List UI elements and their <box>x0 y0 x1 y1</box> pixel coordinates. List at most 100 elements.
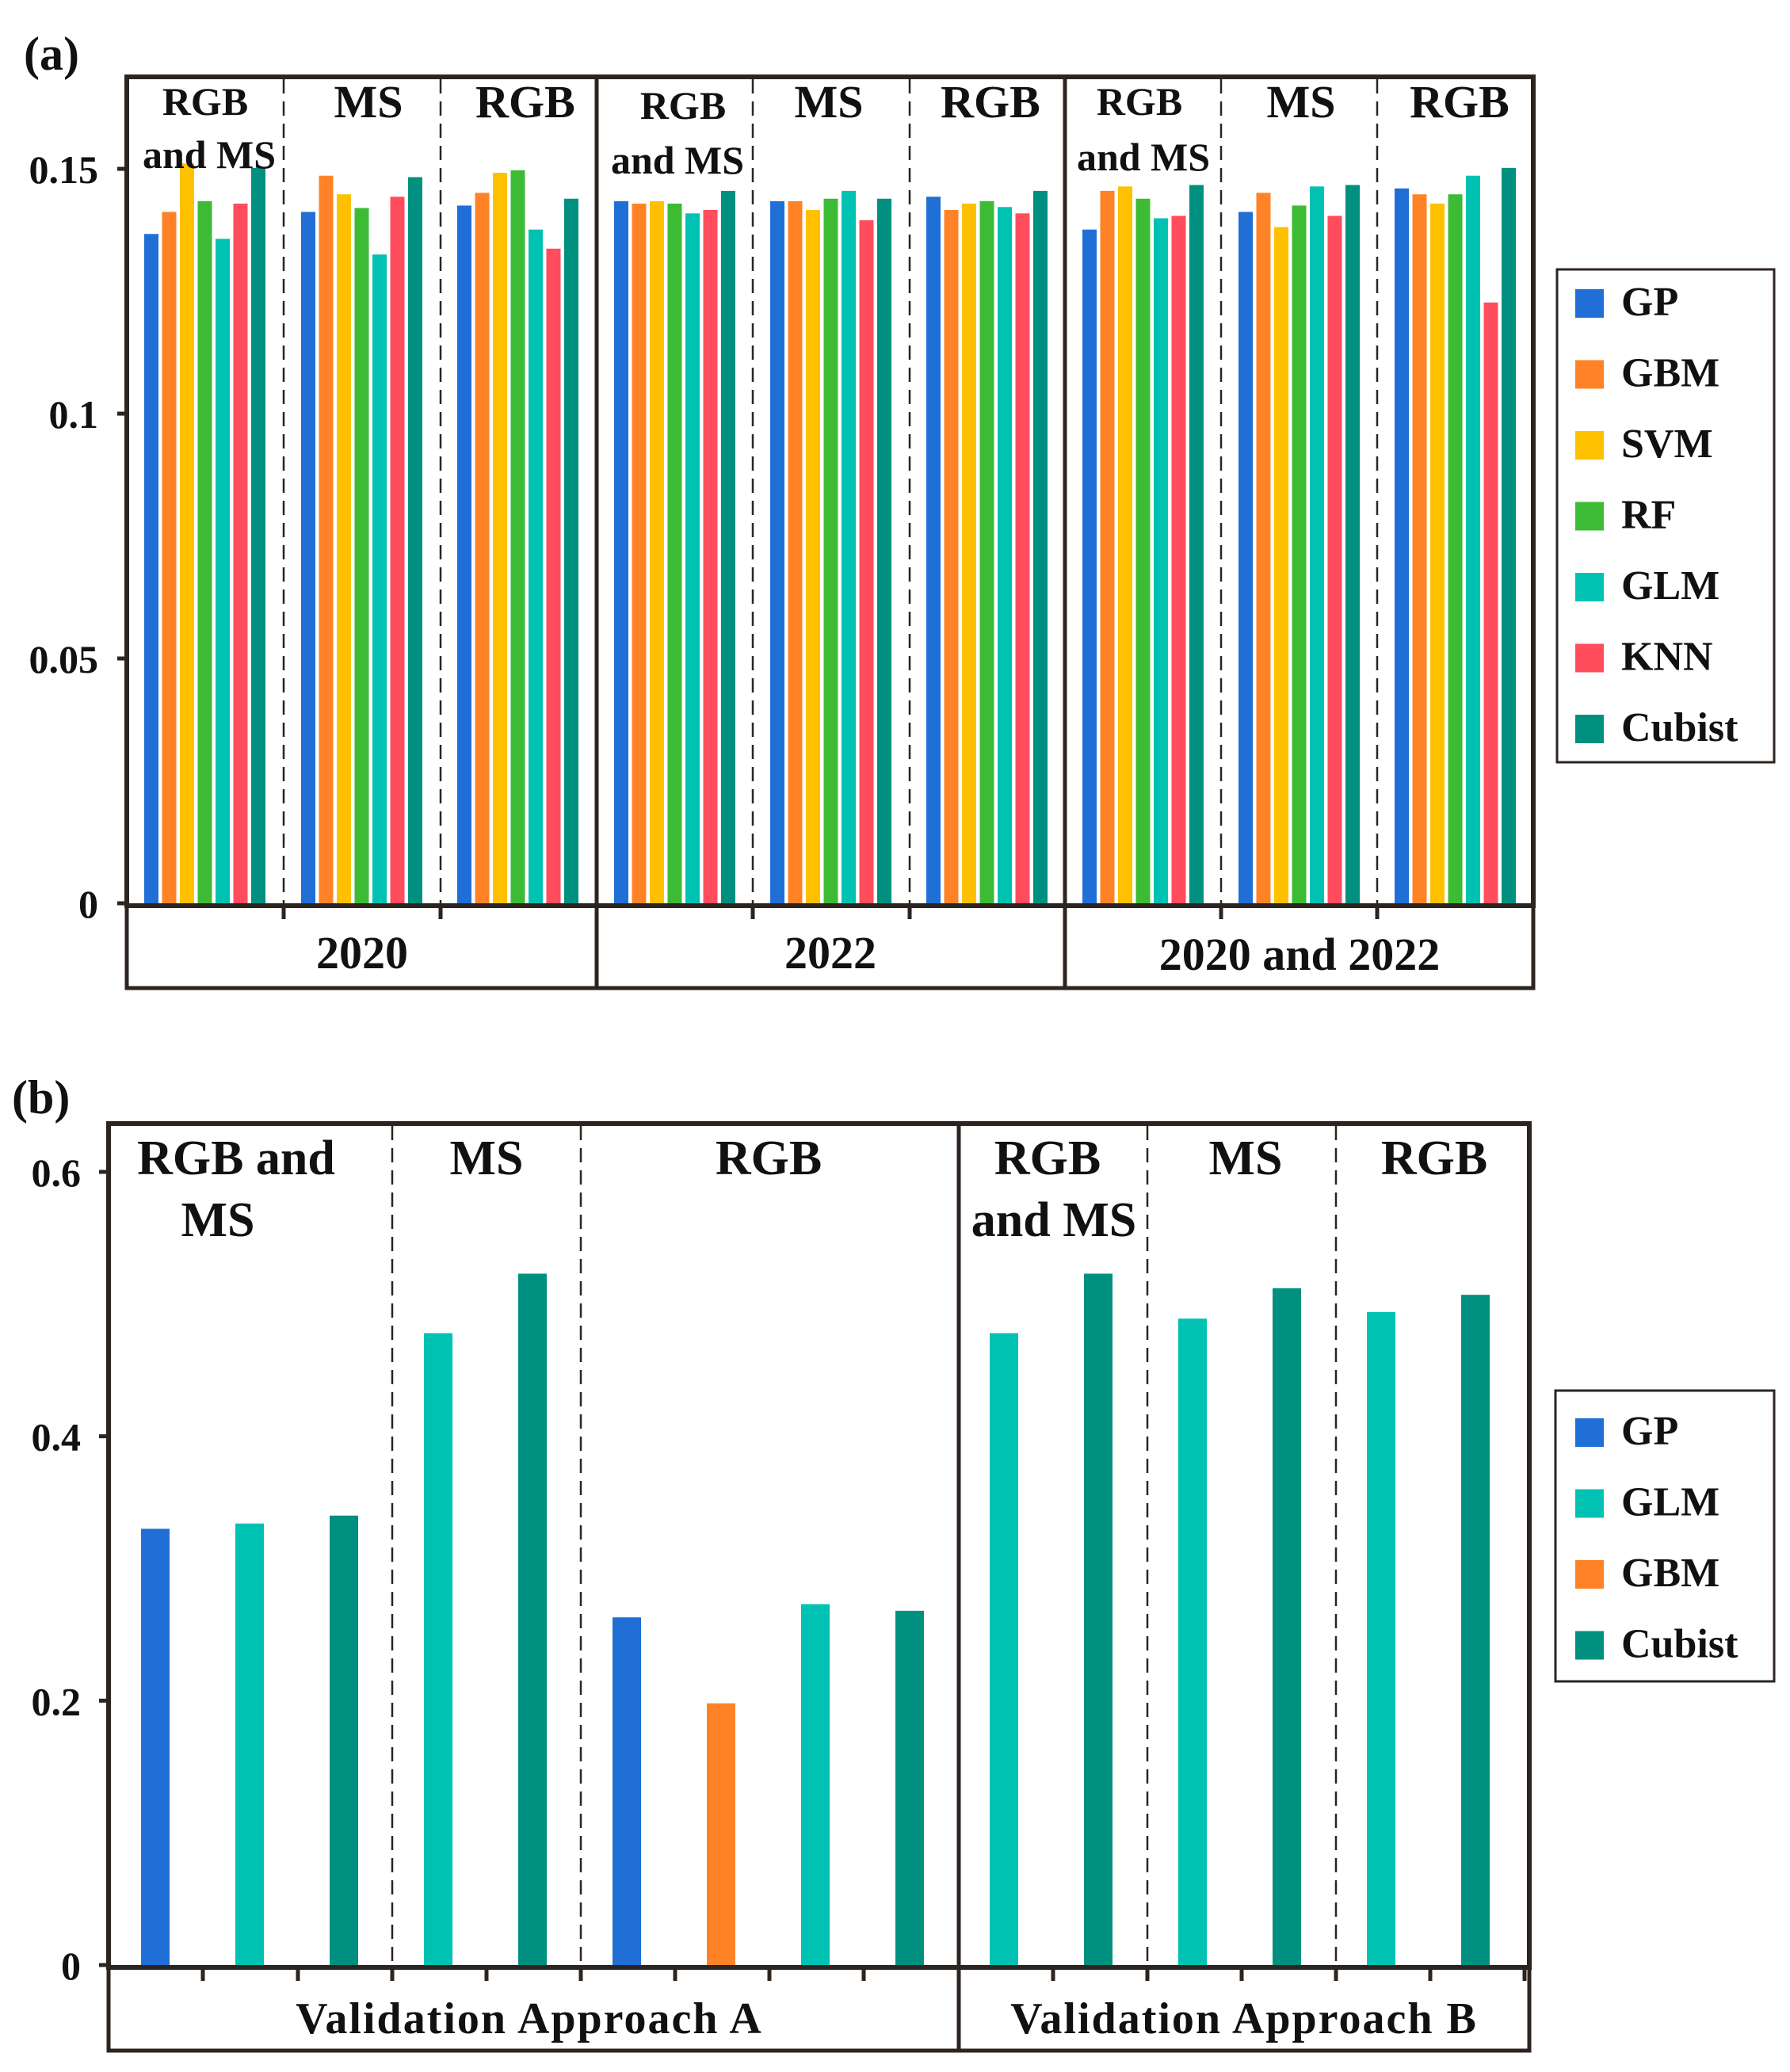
approach-label-a: Validation Approach A <box>296 1994 763 2043</box>
legend-label-cubist: Cubist <box>1621 1622 1738 1667</box>
legend-swatch-knn <box>1575 643 1604 673</box>
panel-b: (b) 0 0.2 0.4 0.6 RGB and MS MS RGB RGB and M… <box>12 1071 1776 2053</box>
bar-gbm <box>162 212 177 903</box>
bar-gp <box>770 200 784 903</box>
bar-knn <box>1327 216 1342 904</box>
bar-glm <box>1310 186 1324 903</box>
panel-a-legend: GP GBM SVM RF GLM KNN Cubist <box>1555 268 1776 764</box>
bar-knn <box>859 219 874 904</box>
panel-b-label: (b) <box>12 1071 70 1124</box>
bar-gp <box>1395 188 1409 904</box>
legend-swatch-cubist <box>1575 1631 1604 1660</box>
bar-svm <box>1430 203 1445 903</box>
bar-cubist <box>1345 185 1360 903</box>
y-tick-label: 0.2 <box>32 1679 82 1723</box>
panel-b-group-dividers <box>391 1126 1338 1965</box>
sensor-label-ms: MS <box>795 76 864 128</box>
legend-swatch-cubist <box>1575 715 1604 743</box>
legend-label-gp: GP <box>1621 280 1678 325</box>
bar-knn <box>390 197 405 904</box>
sensor-label-rgb: RGB <box>716 1131 822 1185</box>
year-box-2020-and-2022 <box>1063 903 1536 990</box>
sensor-label-rgb-and-ms: RGB and MS <box>611 83 744 182</box>
sensor-label-ms: MS <box>1267 76 1336 128</box>
bar-rf <box>979 200 994 903</box>
y-tick-label: 0.05 <box>29 637 99 681</box>
bar-glm <box>235 1523 264 1965</box>
bar-gp <box>144 234 158 903</box>
panel-b-legend: GP GLM GBM Cubist <box>1554 1389 1776 1683</box>
bar-svm <box>493 173 507 903</box>
sensor-label-rgb: RGB <box>475 76 575 128</box>
bar-rf <box>510 170 525 903</box>
bar-knn <box>703 209 718 903</box>
bar-cubist <box>1502 167 1516 903</box>
bar-gbm <box>319 175 334 904</box>
bar-cubist <box>1461 1295 1490 1965</box>
bar-rf <box>1292 205 1307 904</box>
bar-gp <box>614 200 628 903</box>
bar-cubist <box>251 167 265 903</box>
y-tick-label: 0 <box>61 1944 81 1988</box>
bar-cubist <box>1084 1273 1113 1965</box>
sensor-label-rgb-and-ms: RGB and MS <box>137 1131 335 1247</box>
bar-knn <box>233 203 248 903</box>
bar-svm <box>962 203 976 903</box>
legend-swatch-svm <box>1575 431 1604 460</box>
bar-cubist <box>1273 1288 1301 1965</box>
bar-rf <box>354 208 369 904</box>
bar-glm <box>216 238 230 903</box>
sensor-label-ms: MS <box>1209 1131 1283 1185</box>
bar-glm <box>1367 1311 1395 1965</box>
panel-a-label: (a) <box>24 28 79 80</box>
bar-gbm <box>632 203 647 903</box>
sensor-label-ms: MS <box>450 1131 524 1185</box>
bar-cubist <box>895 1610 924 1965</box>
bar-rf <box>197 200 212 903</box>
bar-cubist <box>564 198 578 903</box>
bar-glm <box>801 1604 830 1965</box>
panel-a-sensor-labels: RGB and MS MS RGB RGB and MS MS RGB RGB and… <box>143 76 1509 182</box>
legend-label-gp: GP <box>1621 1409 1678 1454</box>
bar-gp <box>457 205 471 904</box>
bar-rf <box>823 198 838 903</box>
bar-gbm <box>944 209 959 903</box>
bar-glm <box>842 190 856 904</box>
bar-gp <box>141 1528 170 1965</box>
bar-gp <box>1082 229 1097 903</box>
bar-cubist <box>330 1515 358 1965</box>
y-tick-label: 0.15 <box>29 147 99 192</box>
panel-a-y-ticks: 0 0.05 0.1 0.15 <box>29 147 127 926</box>
bar-knn <box>1483 302 1498 903</box>
bar-cubist <box>1033 190 1048 904</box>
bar-cubist <box>877 198 891 903</box>
approach-label-b: Validation Approach B <box>1010 1994 1478 2043</box>
panel-b-sensor-labels: RGB and MS MS RGB RGB and MS MS RGB <box>137 1131 1487 1247</box>
bar-gbm <box>707 1703 735 1965</box>
bar-cubist <box>1189 185 1204 903</box>
panel-b-y-ticks: 0 0.2 0.4 0.6 <box>32 1150 109 1988</box>
bar-glm <box>685 213 700 903</box>
bar-glm <box>1466 175 1480 904</box>
y-tick-label: 0.6 <box>32 1150 82 1195</box>
bar-gp <box>613 1617 641 1965</box>
year-label-2022: 2022 <box>784 927 876 979</box>
legend-label-glm: GLM <box>1621 1480 1719 1525</box>
panel-a: (a) 0 0.05 0.1 0.15 RGB and MS MS RGB RGB and… <box>24 28 1776 990</box>
sensor-label-ms: MS <box>334 76 403 128</box>
sensor-label-rgb: RGB <box>1410 76 1509 128</box>
legend-swatch-gp <box>1575 1418 1604 1447</box>
bar-knn <box>546 248 561 903</box>
legend-label-svm: SVM <box>1621 422 1713 467</box>
bar-gp <box>1238 212 1253 903</box>
legend-label-gbm: GBM <box>1621 351 1719 396</box>
legend-swatch-gbm <box>1575 360 1604 389</box>
panel-a-bars <box>144 163 1516 904</box>
bar-cubist <box>408 177 422 903</box>
sensor-label-rgb-and-ms: RGB and MS <box>143 79 276 177</box>
bar-svm <box>650 200 664 903</box>
bar-svm <box>1274 227 1288 903</box>
sensor-label-rgb: RGB <box>1381 1131 1487 1185</box>
sensor-label-rgb: RGB <box>941 76 1040 128</box>
bar-glm <box>990 1333 1018 1965</box>
